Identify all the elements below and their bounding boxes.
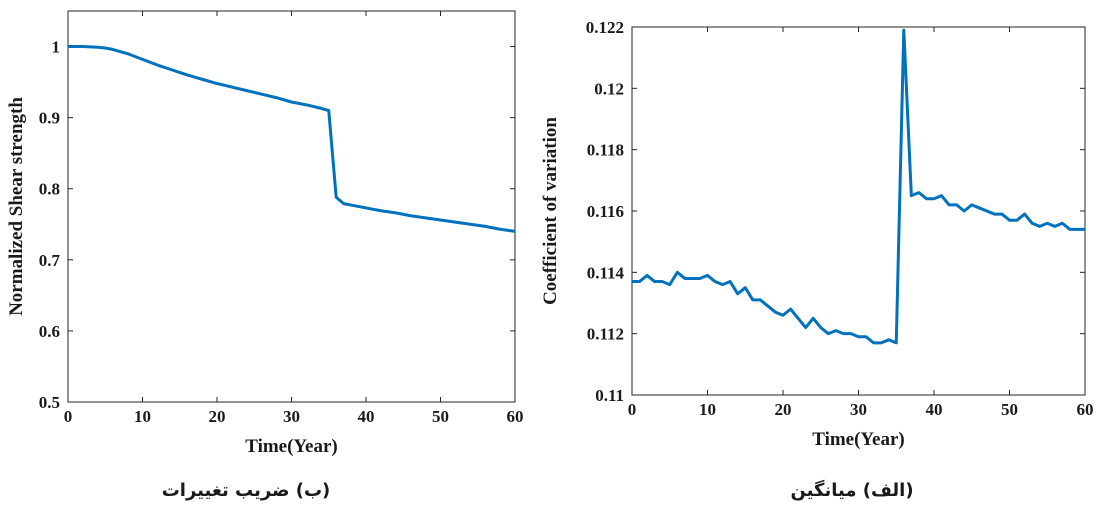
x-axis-label: Time(Year) [245, 436, 338, 457]
data-line [632, 28, 1085, 345]
x-tick-label: 20 [775, 400, 792, 419]
y-tick-label: 0.6 [39, 322, 60, 341]
y-axis-label: Normalized Shear strength [6, 97, 27, 316]
y-tick-label: 0.114 [587, 263, 625, 282]
x-tick-label: 50 [1001, 400, 1018, 419]
x-tick-label: 20 [209, 407, 226, 426]
x-tick-label: 30 [283, 407, 300, 426]
x-tick-label: 0 [628, 400, 637, 419]
x-tick-label: 60 [1077, 400, 1094, 419]
x-tick-label: 0 [64, 407, 73, 426]
data-line [68, 45, 516, 233]
y-tick-label: 0.122 [586, 18, 624, 37]
caption: (الف) میانگین [790, 479, 913, 501]
y-tick-label: 0.112 [587, 325, 624, 344]
x-tick-label: 10 [134, 407, 151, 426]
plot-area [631, 26, 1086, 396]
plot-area [67, 10, 516, 403]
x-tick-label: 60 [507, 407, 524, 426]
y-tick-label: 0.5 [39, 393, 60, 412]
x-tick-label: 40 [926, 400, 943, 419]
x-tick-label: 50 [432, 407, 449, 426]
caption: (ب) ضریب تغییرات [162, 480, 331, 501]
y-tick-label: 0.118 [587, 141, 624, 160]
x-tick-label: 10 [699, 400, 716, 419]
y-axis-label: Coefficient of variation [540, 117, 561, 305]
y-tick-label: 0.12 [594, 79, 624, 98]
y-tick-label: 0.8 [39, 180, 60, 199]
y-tick-label: 0.11 [595, 386, 624, 405]
x-tick-label: 30 [850, 400, 867, 419]
y-tick-label: 0.9 [39, 109, 60, 128]
x-axis-label: Time(Year) [812, 429, 905, 450]
y-tick-label: 1 [52, 38, 61, 57]
y-tick-label: 0.116 [587, 202, 624, 221]
y-tick-label: 0.7 [39, 251, 61, 270]
x-tick-label: 40 [358, 407, 375, 426]
